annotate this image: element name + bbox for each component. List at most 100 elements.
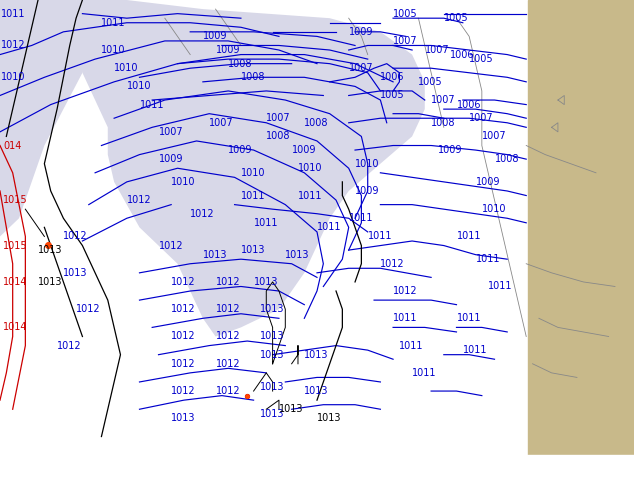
Text: 1005: 1005: [418, 77, 443, 87]
Text: 1007: 1007: [431, 95, 456, 105]
Text: 1011: 1011: [456, 231, 481, 242]
Text: 1013: 1013: [171, 414, 196, 423]
Text: 1013: 1013: [285, 249, 310, 260]
Text: 1006: 1006: [450, 49, 475, 60]
Text: 1012: 1012: [216, 386, 240, 396]
Text: 1013: 1013: [38, 245, 63, 255]
Text: 1012: 1012: [127, 195, 152, 205]
Text: 1012: 1012: [171, 332, 196, 342]
Text: 1012: 1012: [216, 332, 240, 342]
Text: 1007: 1007: [393, 36, 418, 46]
Text: 1011: 1011: [393, 313, 418, 323]
Text: 1011: 1011: [456, 313, 481, 323]
Text: 1012: 1012: [171, 359, 196, 369]
Text: 1014: 1014: [3, 277, 28, 287]
Text: 1007: 1007: [266, 113, 291, 123]
Text: 1014: 1014: [3, 322, 28, 332]
Text: 1012: 1012: [216, 304, 240, 314]
Text: 1009: 1009: [292, 145, 316, 155]
Text: 1013: 1013: [260, 350, 285, 360]
Text: 1011: 1011: [399, 341, 424, 350]
Text: 1007: 1007: [482, 131, 507, 142]
Text: 1009: 1009: [203, 31, 228, 41]
Text: 1013: 1013: [254, 277, 278, 287]
Text: 1009: 1009: [437, 145, 462, 155]
Text: 1012: 1012: [216, 277, 240, 287]
Text: © weatheronline.co.uk: © weatheronline.co.uk: [500, 476, 631, 487]
Text: 1011: 1011: [139, 99, 164, 110]
Text: 1012: 1012: [393, 286, 418, 296]
Text: 1013: 1013: [260, 332, 285, 342]
Text: 1013: 1013: [260, 304, 285, 314]
Text: 1010: 1010: [114, 63, 139, 73]
Text: 1012: 1012: [1, 41, 26, 50]
Text: 1009: 1009: [349, 27, 373, 37]
Text: 1011: 1011: [368, 231, 392, 242]
Text: 1011: 1011: [488, 281, 513, 292]
Text: 1008: 1008: [304, 118, 329, 128]
Text: 1007: 1007: [158, 127, 183, 137]
Text: 1010: 1010: [298, 163, 323, 173]
Text: 1012: 1012: [171, 277, 196, 287]
Text: 1012: 1012: [158, 241, 183, 250]
Text: 1007: 1007: [209, 118, 234, 128]
Text: 1007: 1007: [469, 113, 494, 123]
Text: 1009: 1009: [216, 45, 240, 55]
Text: 1012: 1012: [171, 386, 196, 396]
Polygon shape: [76, 0, 425, 337]
Text: 1008: 1008: [266, 131, 291, 142]
Text: 1012: 1012: [190, 209, 215, 219]
Text: 1011: 1011: [241, 191, 266, 200]
Text: 1013: 1013: [38, 277, 63, 287]
Text: 1010: 1010: [355, 159, 380, 169]
Text: 014: 014: [3, 141, 22, 150]
Text: 1012: 1012: [171, 304, 196, 314]
Text: 1005: 1005: [444, 13, 469, 23]
Text: 1013: 1013: [279, 404, 304, 414]
Text: 1010: 1010: [127, 81, 152, 92]
Text: 1013: 1013: [304, 386, 329, 396]
Text: 1011: 1011: [463, 345, 488, 355]
Text: 1013: 1013: [63, 268, 88, 278]
Text: 1012: 1012: [380, 259, 405, 269]
Text: 1005: 1005: [469, 54, 494, 64]
Text: 1009: 1009: [355, 186, 380, 196]
Text: 1013: 1013: [304, 350, 329, 360]
Text: 1010: 1010: [241, 168, 266, 178]
Text: 1011: 1011: [254, 218, 278, 228]
Text: 1012: 1012: [57, 341, 82, 350]
Text: 1013: 1013: [260, 382, 285, 392]
Text: 1011: 1011: [101, 18, 126, 28]
Text: 1012: 1012: [63, 231, 88, 242]
Text: 1006: 1006: [380, 73, 405, 82]
Text: 1010: 1010: [1, 73, 26, 82]
Text: 1010: 1010: [101, 45, 126, 55]
Text: 1009: 1009: [476, 177, 500, 187]
Polygon shape: [0, 0, 89, 237]
Text: 1012: 1012: [76, 304, 101, 314]
Text: 1008: 1008: [431, 118, 456, 128]
Text: 1011: 1011: [476, 254, 500, 264]
Text: Surface pressure [hPa] Arpege-eu: Surface pressure [hPa] Arpege-eu: [6, 464, 247, 477]
Text: 1013: 1013: [317, 414, 342, 423]
Text: 1009: 1009: [228, 145, 253, 155]
Text: 1010: 1010: [482, 204, 507, 214]
Text: 1013: 1013: [241, 245, 266, 255]
Text: 1009: 1009: [158, 154, 183, 164]
Text: 1012: 1012: [216, 359, 240, 369]
Text: 1011: 1011: [349, 213, 373, 223]
Text: 1007: 1007: [425, 45, 450, 55]
Text: 1015: 1015: [3, 241, 28, 250]
Text: 1015: 1015: [3, 195, 28, 205]
Text: 1013: 1013: [260, 409, 285, 419]
Text: 1005: 1005: [380, 91, 405, 100]
Text: Fr 03-05-2024 06:00 UTC (06+48): Fr 03-05-2024 06:00 UTC (06+48): [368, 464, 600, 477]
Text: 1006: 1006: [456, 99, 481, 110]
Text: 1011: 1011: [412, 368, 437, 378]
Text: 1007: 1007: [349, 63, 373, 73]
Text: 1008: 1008: [241, 73, 266, 82]
Text: 1005: 1005: [393, 9, 418, 19]
Text: 1010: 1010: [171, 177, 196, 187]
Text: 1011: 1011: [1, 9, 26, 19]
Text: 1008: 1008: [495, 154, 519, 164]
